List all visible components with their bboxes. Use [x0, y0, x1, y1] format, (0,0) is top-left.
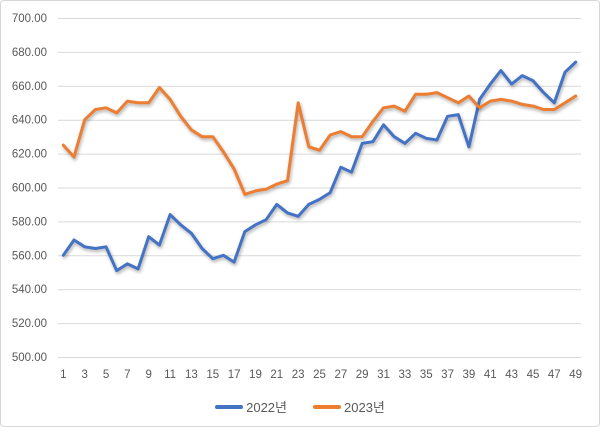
series-line-2023년[interactable] — [61, 86, 578, 196]
x-tick-label: 29 — [356, 369, 369, 381]
x-tick-label: 43 — [505, 369, 518, 381]
legend-swatch-2023 — [313, 404, 341, 409]
x-tick-label: 7 — [124, 369, 130, 381]
x-tick-label: 47 — [548, 369, 561, 381]
legend-item-2023[interactable]: 2023년 — [313, 397, 385, 416]
y-tick-label: 700.00 — [12, 13, 47, 25]
y-tick-label: 640.00 — [12, 115, 47, 127]
x-tick-label: 9 — [146, 369, 152, 381]
x-tick-label: 49 — [569, 369, 582, 381]
y-tick-label: 560.00 — [12, 250, 47, 262]
x-tick-label: 11 — [164, 369, 176, 381]
y-tick-label: 580.00 — [12, 216, 47, 228]
y-tick-label: 620.00 — [12, 149, 47, 161]
legend-swatch-2022 — [215, 404, 244, 409]
y-tick-label: 660.00 — [12, 81, 47, 93]
x-tick-label: 37 — [441, 369, 454, 381]
x-tick-label: 19 — [249, 369, 262, 381]
x-tick-label: 1 — [60, 369, 66, 381]
plot-area: 500.00 520.00 540.00 560.00 580.00 600.00 620.… — [12, 13, 582, 381]
y-tick-label: 680.00 — [12, 47, 47, 59]
x-tick-label: 21 — [270, 369, 283, 381]
y-tick-label: 500.00 — [12, 352, 47, 364]
x-tick-label: 27 — [334, 369, 347, 381]
x-tick-label: 25 — [313, 369, 326, 381]
legend-label-2022: 2022년 — [246, 400, 287, 415]
series-line-2022년[interactable] — [61, 60, 578, 273]
y-tick-label: 520.00 — [12, 318, 47, 330]
x-tick-label: 5 — [103, 369, 109, 381]
x-tick-label: 31 — [377, 369, 390, 381]
x-tick-label: 13 — [185, 369, 198, 381]
x-tick-label: 23 — [292, 369, 305, 381]
x-tick-label: 15 — [206, 369, 219, 381]
y-tick-label: 540.00 — [12, 284, 47, 296]
legend-item-2022[interactable]: 2022년 — [215, 397, 287, 416]
x-tick-label: 35 — [420, 369, 433, 381]
chart-legend: 2022년 2023년 — [1, 397, 599, 416]
x-tick-label: 39 — [463, 369, 476, 381]
x-tick-label: 33 — [398, 369, 411, 381]
legend-label-2023: 2023년 — [344, 400, 385, 415]
x-tick-label: 3 — [81, 369, 87, 381]
y-tick-label: 600.00 — [12, 183, 47, 195]
x-tick-label: 45 — [527, 369, 540, 381]
x-tick-label: 41 — [484, 369, 497, 381]
x-tick-label: 17 — [228, 369, 241, 381]
